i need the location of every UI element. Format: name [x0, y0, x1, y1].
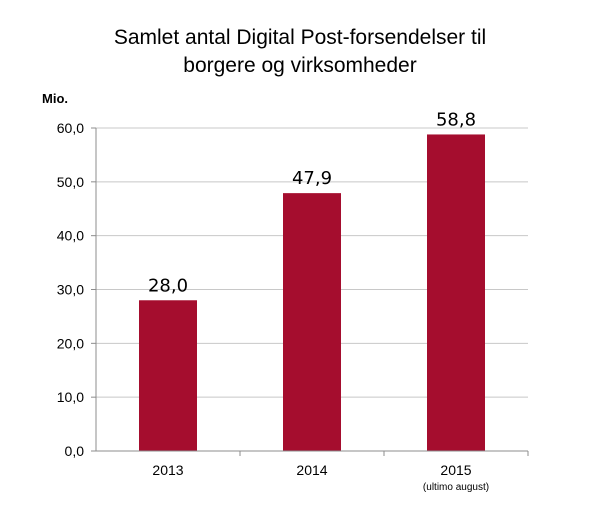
chart-title-line-2: borgere og virksomheder [183, 54, 416, 77]
bar-2015 [427, 134, 485, 451]
x-tick-label-2015: 2015 [440, 462, 471, 478]
y-tick-label: 0,0 [65, 443, 85, 459]
data-label-2015: 58,8 [436, 109, 476, 130]
y-tick-label: 20,0 [57, 335, 84, 351]
y-tick-label: 30,0 [57, 282, 84, 298]
data-label-2013: 28,0 [148, 275, 188, 296]
bars [139, 134, 485, 451]
chart-title-line-1: Samlet antal Digital Post-forsendelser t… [114, 26, 486, 49]
x-tick-note: (ultimo august) [423, 482, 489, 493]
x-tick-labels: 2013 2014 2015 (ultimo august) [152, 451, 529, 493]
y-tick-label: 50,0 [57, 174, 84, 190]
x-tick-label-2014: 2014 [296, 462, 327, 478]
y-tick-label: 40,0 [57, 228, 84, 244]
bar-2014 [283, 193, 341, 451]
x-tick-label-2013: 2013 [152, 462, 183, 478]
data-labels: 28,0 47,9 58,8 [148, 109, 476, 296]
y-axis-label: Mio. [42, 91, 68, 106]
y-tick-label: 60,0 [57, 120, 84, 136]
bar-2013 [139, 300, 197, 451]
y-tick-label: 10,0 [57, 389, 84, 405]
data-label-2014: 47,9 [292, 168, 332, 189]
y-tick-labels: 0,0 10,0 20,0 30,0 40,0 50,0 60,0 [57, 120, 97, 459]
